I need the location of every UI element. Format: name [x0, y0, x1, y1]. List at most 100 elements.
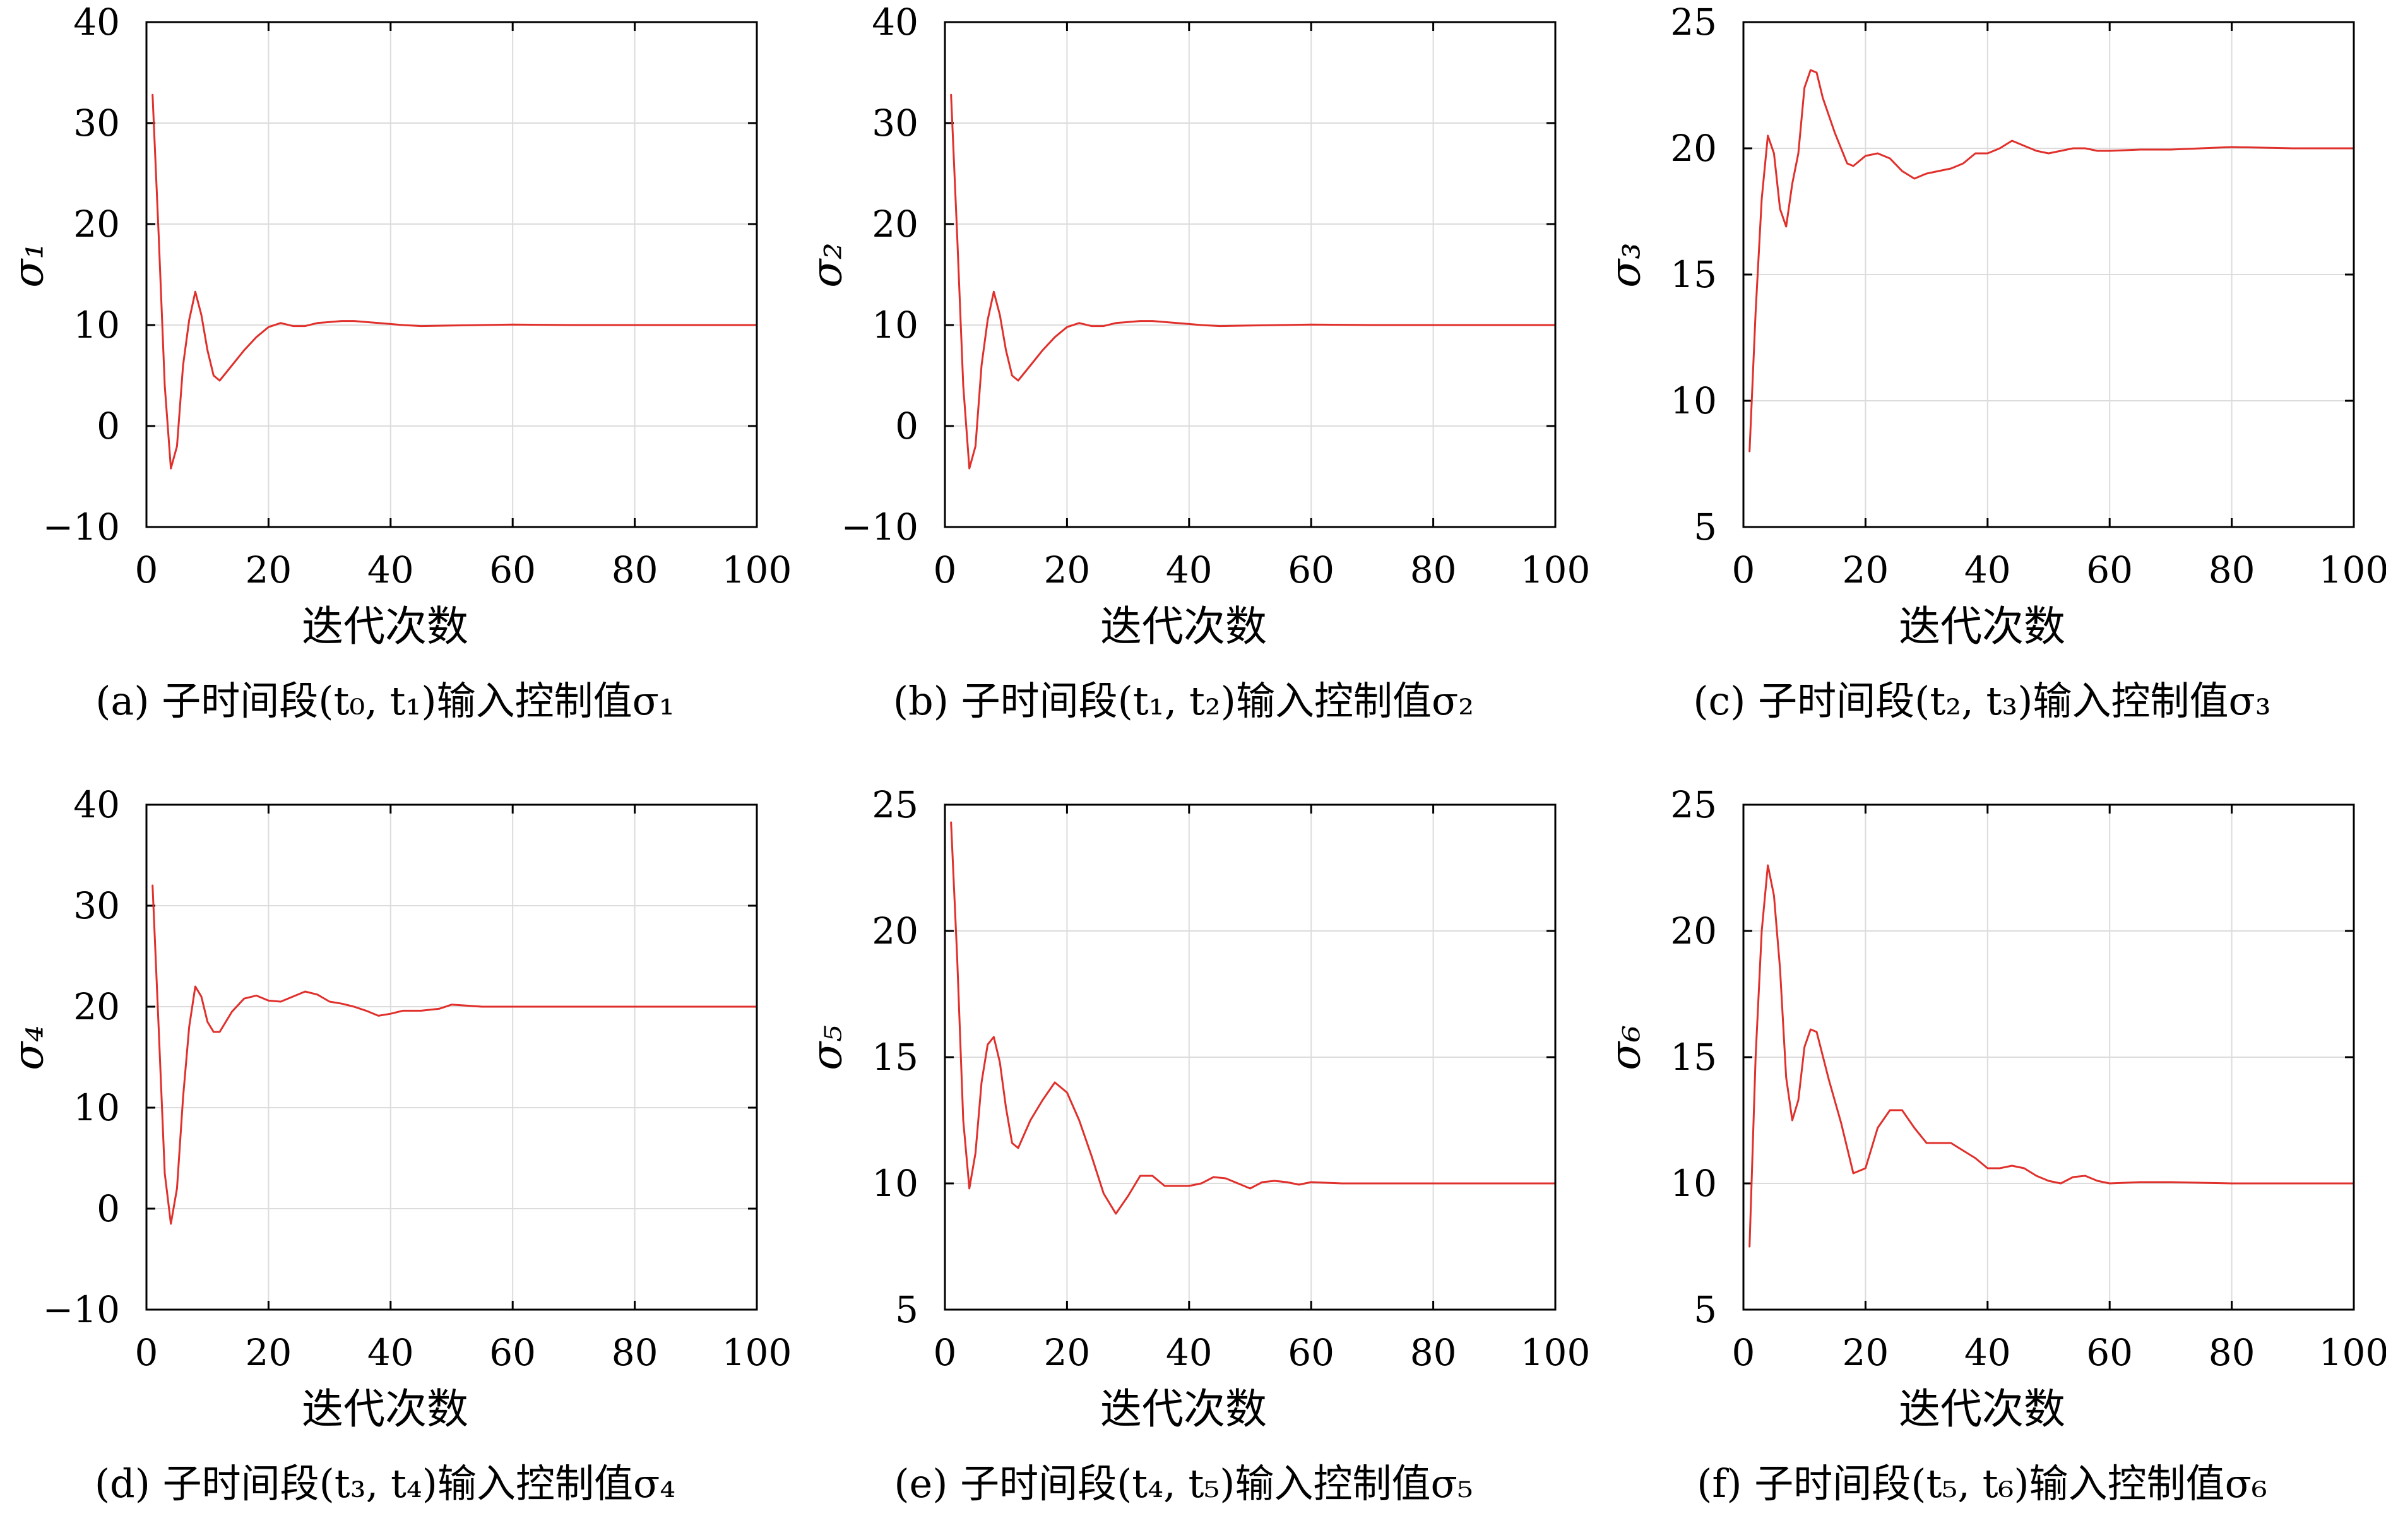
y-tick-label: 10 — [872, 304, 918, 346]
x-tick-label: 0 — [135, 548, 158, 591]
x-tick-label: 40 — [367, 548, 414, 591]
x-tick-label: 20 — [1043, 1331, 1090, 1374]
y-tick-label: 20 — [73, 985, 120, 1028]
y-axis-label-box: σ₆ — [1601, 1010, 1650, 1086]
y-tick-label: 15 — [1670, 253, 1717, 296]
x-axis-label: 迭代次数 — [1899, 1385, 2065, 1433]
chart-panel-c: 0 20 40 60 80 100 5 10 15 20 25 σ₃ 迭代次数 (c) 子时间段(t₂, … — [1597, 0, 2386, 757]
x-tick-label: 80 — [612, 1331, 658, 1374]
x-axis-label: 迭代次数 — [1100, 602, 1267, 651]
series-line — [950, 93, 1557, 470]
y-axis-label: σ₅ — [802, 1025, 852, 1070]
panel-caption: (c) 子时间段(t₂, t₃)输入控制值σ₃ — [1693, 678, 2271, 724]
x-tick-label: 60 — [489, 1331, 536, 1374]
series-line — [151, 884, 758, 1225]
x-tick-label: 20 — [1043, 548, 1090, 591]
x-tick-label: 80 — [612, 548, 658, 591]
axes-frame — [944, 803, 1557, 1311]
y-tick-label: 30 — [73, 884, 120, 927]
panel-caption: (b) 子时间段(t₁, t₂)输入控制值σ₂ — [893, 678, 1475, 724]
axes-frame — [1742, 21, 2355, 528]
chart-panel-a: 0 20 40 60 80 100 −10 0 10 20 30 40 σ₁ 迭代次数 (a) 子时间段(t… — [0, 0, 792, 757]
y-axis-label: σ₂ — [802, 242, 852, 288]
x-tick-label: 60 — [1288, 1331, 1334, 1374]
x-tick-label: 100 — [2319, 548, 2386, 591]
y-tick-label: 20 — [872, 203, 918, 246]
x-tick-label: 60 — [2086, 548, 2133, 591]
series-line — [1748, 69, 2355, 453]
y-tick-label: 40 — [73, 1, 120, 44]
x-tick-label: 0 — [1732, 1331, 1755, 1374]
axes-frame — [145, 803, 758, 1311]
y-tick-label: 30 — [73, 102, 120, 145]
y-tick-label: 10 — [73, 304, 120, 346]
y-tick-label: 20 — [73, 203, 120, 246]
x-tick-label: 100 — [1521, 1331, 1591, 1374]
x-tick-label: 80 — [1410, 1331, 1457, 1374]
chart-panel-f: 0 20 40 60 80 100 5 10 15 20 25 σ₆ 迭代次数 (f) 子时间段(t₅, … — [1597, 783, 2386, 1540]
chart-panel-e: 0 20 40 60 80 100 5 10 15 20 25 σ₅ 迭代次数 (e) 子时间段(t₄, … — [798, 783, 1591, 1540]
panel-caption: (d) 子时间段(t₃, t₄)输入控制值σ₄ — [94, 1460, 676, 1507]
y-axis-label-box: σ₁ — [4, 227, 53, 303]
y-tick-label: −10 — [841, 506, 918, 548]
y-axis-label: σ₁ — [4, 242, 53, 288]
y-axis-label-box: σ₃ — [1601, 227, 1650, 303]
y-tick-label: 25 — [872, 783, 918, 826]
x-tick-label: 0 — [135, 1331, 158, 1374]
y-tick-label: 20 — [1670, 127, 1717, 170]
y-axis-label-box: σ₄ — [4, 1010, 53, 1086]
x-tick-label: 80 — [1410, 548, 1457, 591]
y-tick-label: 25 — [1670, 1, 1717, 44]
y-tick-label: 10 — [1670, 1162, 1717, 1205]
y-tick-label: −10 — [43, 506, 120, 548]
plot-area-e: 0 20 40 60 80 100 5 10 15 20 25 — [872, 783, 1590, 1374]
y-tick-label: 20 — [1670, 909, 1717, 952]
x-tick-label: 80 — [2209, 548, 2255, 591]
x-tick-label: 40 — [1964, 548, 2011, 591]
series-line — [950, 821, 1557, 1215]
series-line — [1748, 864, 2355, 1248]
x-tick-label: 60 — [1288, 548, 1334, 591]
x-tick-label: 40 — [1166, 1331, 1213, 1374]
x-tick-label: 100 — [722, 548, 792, 591]
x-tick-label: 20 — [1842, 1331, 1889, 1374]
plot-area-d: 0 20 40 60 80 100 −10 0 10 20 30 40 — [43, 783, 792, 1374]
y-tick-label: 10 — [872, 1162, 918, 1205]
x-tick-label: 40 — [367, 1331, 414, 1374]
y-axis-label: σ₆ — [1601, 1025, 1650, 1070]
x-tick-label: 100 — [722, 1331, 792, 1374]
x-tick-label: 20 — [1842, 548, 1889, 591]
y-tick-label: 40 — [73, 783, 120, 826]
x-tick-label: 40 — [1964, 1331, 2011, 1374]
y-axis-label: σ₄ — [4, 1025, 53, 1070]
y-tick-label: 10 — [1670, 379, 1717, 422]
x-axis-label: 迭代次数 — [302, 602, 468, 651]
y-tick-label: 5 — [1694, 1288, 1717, 1331]
axes-frame — [944, 21, 1557, 528]
x-tick-label: 100 — [1521, 548, 1591, 591]
chart-panel-b: 0 20 40 60 80 100 −10 0 10 20 30 40 σ₂ 迭代次数 (b) 子时间段(t… — [798, 0, 1591, 757]
panel-caption: (f) 子时间段(t₅, t₆)输入控制值σ₆ — [1697, 1460, 2267, 1507]
y-tick-label: 0 — [97, 1187, 120, 1230]
plot-area-f: 0 20 40 60 80 100 5 10 15 20 25 — [1670, 783, 2386, 1374]
series-line — [151, 93, 758, 470]
y-tick-label: 15 — [872, 1036, 918, 1079]
y-tick-label: 10 — [73, 1086, 120, 1129]
panel-caption: (a) 子时间段(t₀, t₁)输入控制值σ₁ — [95, 678, 675, 724]
plot-area-a: 0 20 40 60 80 100 −10 0 10 20 30 40 — [43, 1, 792, 591]
y-tick-label: 30 — [872, 102, 918, 145]
plot-area-b: 0 20 40 60 80 100 −10 0 10 20 30 40 — [841, 1, 1591, 591]
x-tick-label: 60 — [2086, 1331, 2133, 1374]
chart-panel-d: 0 20 40 60 80 100 −10 0 10 20 30 40 σ₄ 迭代次数 (d) 子时间段(t… — [0, 783, 792, 1540]
y-axis-label: σ₃ — [1601, 242, 1650, 288]
x-tick-label: 40 — [1166, 548, 1213, 591]
panel-caption: (e) 子时间段(t₄, t₅)输入控制值σ₅ — [894, 1460, 1473, 1507]
axes-frame — [145, 21, 758, 528]
y-axis-label-box: σ₂ — [802, 227, 852, 303]
y-tick-label: 5 — [895, 1288, 918, 1331]
y-tick-label: −10 — [43, 1288, 120, 1331]
x-tick-label: 0 — [934, 1331, 957, 1374]
x-axis-label: 迭代次数 — [1899, 602, 2065, 651]
axes-frame — [1742, 803, 2355, 1311]
